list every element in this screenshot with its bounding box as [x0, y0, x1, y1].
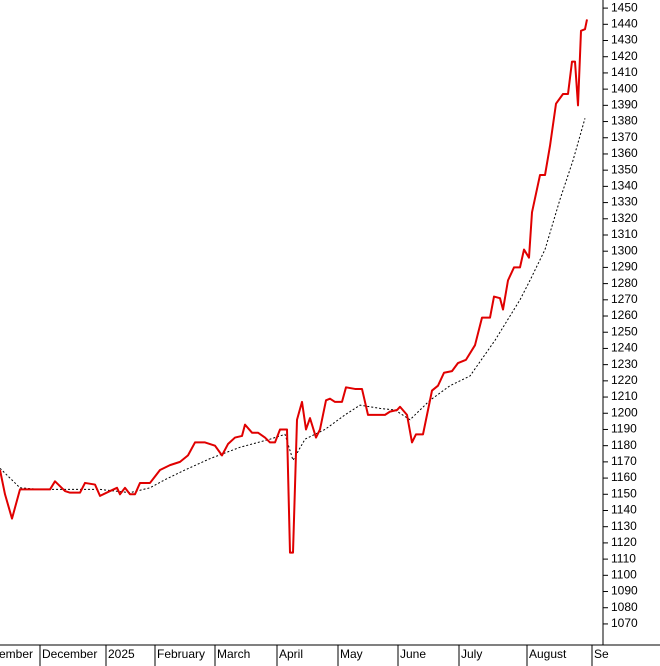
y-tick-label: 1420: [611, 49, 638, 63]
y-tick-label: 1210: [611, 389, 638, 403]
y-tick-label: 1440: [611, 16, 638, 30]
y-tick-label: 1270: [611, 292, 638, 306]
x-tick-label: May: [340, 647, 363, 661]
average-line: [0, 118, 586, 494]
y-tick-label: 1100: [611, 567, 637, 581]
y-tick-label: 1450: [611, 0, 638, 14]
y-tick-label: 1360: [611, 146, 638, 160]
y-tick-label: 1280: [611, 276, 638, 290]
y-tick-label: 1310: [611, 227, 638, 241]
y-tick-label: 1410: [611, 65, 638, 79]
x-tick-label: June: [400, 647, 426, 661]
y-tick-label: 1300: [611, 243, 638, 257]
y-tick-label: 1160: [611, 470, 637, 484]
y-tick-label: 1330: [611, 195, 638, 209]
x-tick-label: 2025: [108, 647, 135, 661]
y-tick-label: 1220: [611, 373, 638, 387]
y-tick-label: 1230: [611, 357, 638, 371]
x-tick-label: March: [217, 647, 250, 661]
x-tick-label: July: [461, 647, 482, 661]
y-tick-label: 1110: [611, 551, 636, 565]
y-tick-label: 1260: [611, 308, 638, 322]
x-tick-label: December: [42, 647, 97, 661]
x-tick-label: April: [279, 647, 303, 661]
y-tick-label: 1200: [611, 405, 638, 419]
y-tick-label: 1090: [611, 584, 638, 598]
x-tick-label: August: [529, 647, 567, 661]
y-tick-label: 1320: [611, 211, 638, 225]
y-tick-label: 1380: [611, 114, 638, 128]
y-tick-label: 1150: [611, 486, 637, 500]
y-tick-label: 1180: [611, 438, 637, 452]
x-tick-label: Se: [594, 647, 609, 661]
price-line: [0, 19, 588, 554]
y-tick-label: 1290: [611, 260, 638, 274]
y-tick-label: 1080: [611, 600, 638, 614]
y-tick-label: 1240: [611, 341, 638, 355]
y-tick-label: 1250: [611, 324, 638, 338]
x-tick-label: February: [157, 647, 205, 661]
y-tick-label: 1130: [611, 519, 637, 533]
y-tick-label: 1120: [611, 535, 637, 549]
y-tick-label: 1070: [611, 616, 638, 630]
y-tick-label: 1170: [611, 454, 637, 468]
y-tick-label: 1340: [611, 179, 638, 193]
y-tick-label: 1390: [611, 98, 638, 112]
y-tick-label: 1430: [611, 33, 638, 47]
y-tick-label: 1400: [611, 81, 638, 95]
y-tick-label: 1350: [611, 162, 638, 176]
y-tick-label: 1370: [611, 130, 638, 144]
y-tick-label: 1190: [611, 422, 637, 436]
y-tick-label: 1140: [611, 503, 637, 517]
x-tick-label: ember: [0, 647, 33, 661]
